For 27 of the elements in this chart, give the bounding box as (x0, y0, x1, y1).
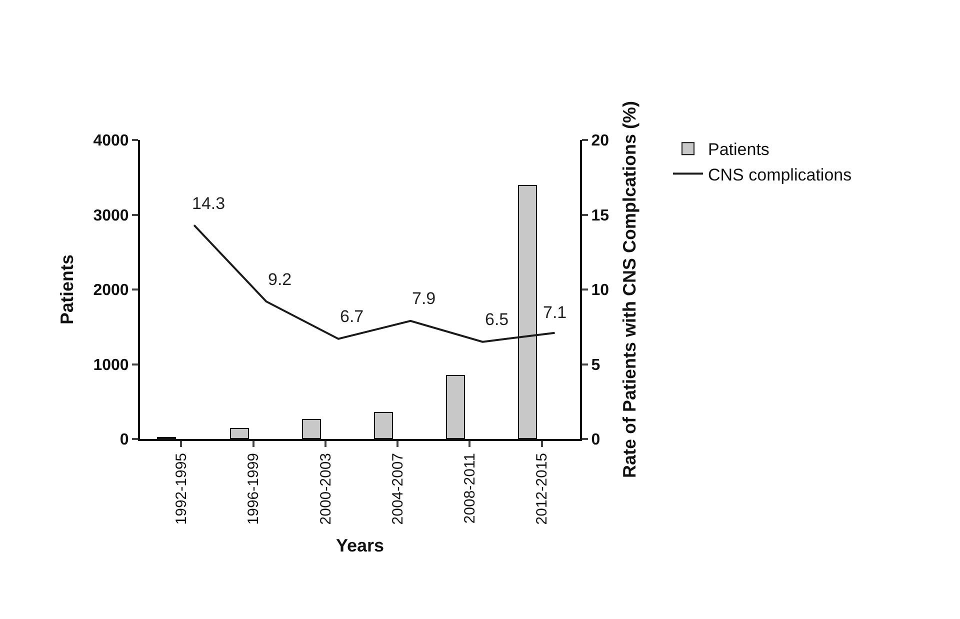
y2-axis-title: Rate of Patients with CNS Complcations (%) (620, 100, 640, 478)
data-label: 14.3 (192, 194, 226, 213)
y2-tick-label: 0 (591, 432, 600, 449)
y-tick-label: 2000 (93, 282, 129, 300)
x-tick-label: 2012-2015 (534, 453, 551, 525)
legend-label: Patients (708, 140, 770, 160)
data-label: 7.9 (412, 289, 436, 308)
x-tick-label: 2008-2011 (462, 453, 479, 524)
data-label: 9.2 (268, 270, 292, 289)
y-tick-label: 4000 (93, 132, 129, 150)
y2-tick-label: 20 (591, 132, 610, 150)
y2-tick-label: 10 (591, 282, 610, 300)
y-axis-title: Patients (56, 254, 77, 325)
x-tick-label: 2004-2007 (389, 453, 406, 525)
data-label: 7.1 (543, 303, 567, 322)
y-tick-label: 3000 (93, 207, 129, 224)
y2-tick-label: 15 (591, 207, 610, 224)
x-tick-label: 1996-1999 (245, 453, 262, 525)
data-label: 6.7 (340, 307, 364, 326)
legend-label: CNS complications (708, 165, 852, 184)
x-tick-label: 2000-2003 (317, 453, 334, 525)
y2-tick-label: 5 (591, 356, 600, 374)
y-tick-label: 1000 (93, 356, 129, 374)
x-axis-title: Years (336, 535, 384, 556)
data-label: 6.5 (485, 310, 509, 329)
y-tick-label: 0 (120, 432, 129, 449)
x-tick-label: 1992-1995 (172, 453, 190, 525)
